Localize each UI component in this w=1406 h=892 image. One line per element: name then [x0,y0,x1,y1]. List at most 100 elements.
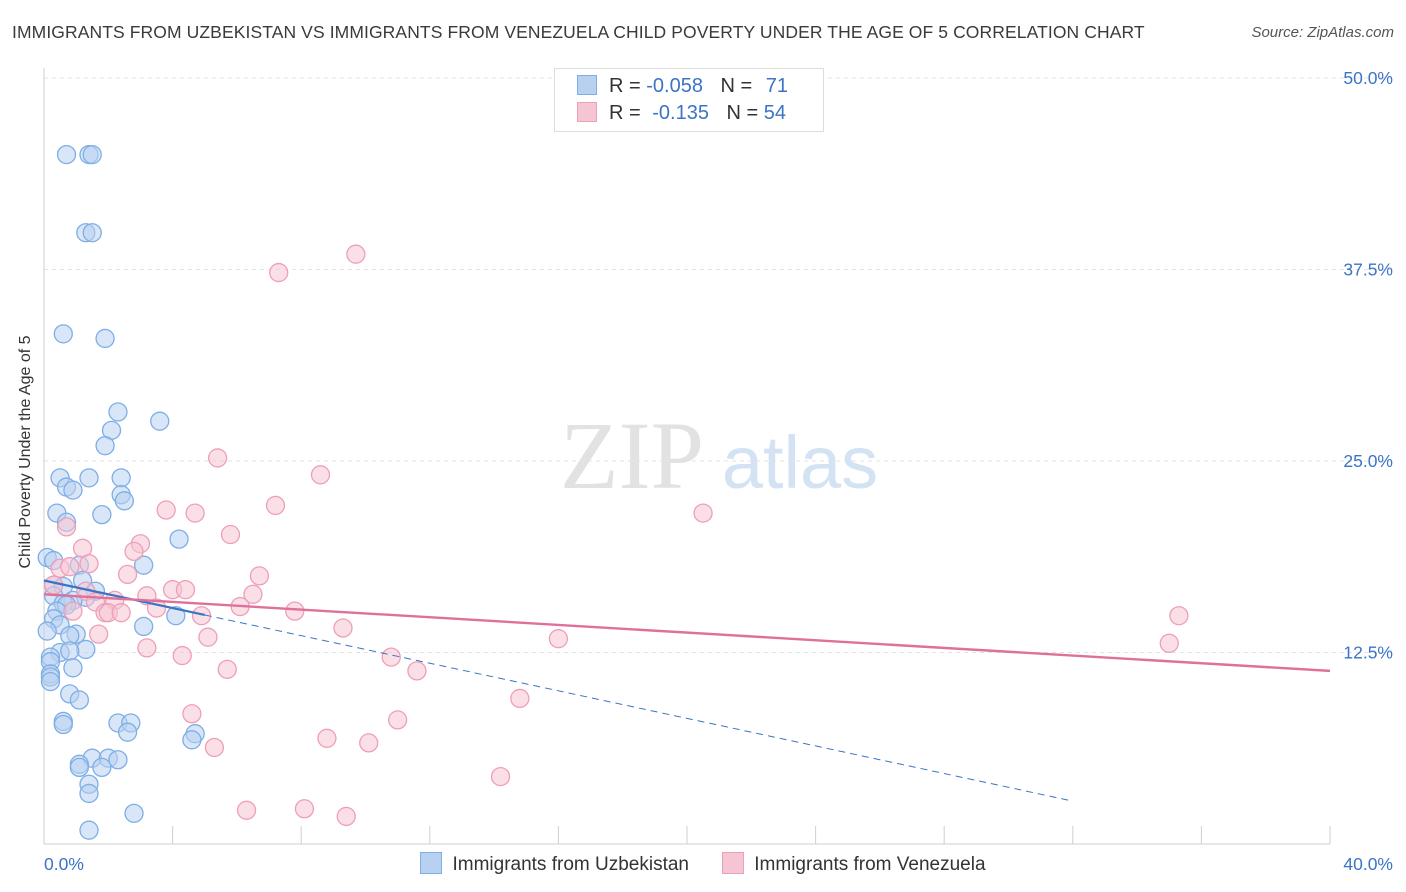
data-point [114,491,135,511]
legend-label-uzbekistan: Immigrants from Uzbekistan [452,854,689,875]
data-point [182,704,202,724]
series-venezuela [43,244,1189,827]
stats-swatch-venezuela [577,102,597,122]
data-point [69,690,90,710]
legend: Immigrants from Uzbekistan Immigrants fr… [0,852,1406,876]
data-point [310,465,331,485]
y-tick-label: 25.0% [1343,451,1393,471]
legend-item-uzbekistan[interactable]: Immigrants from Uzbekistan [420,852,689,876]
data-point [317,728,337,748]
watermark-zip: ZIP [560,402,704,509]
data-point [111,468,131,488]
data-point [117,722,138,742]
data-point [92,504,112,525]
data-point [56,144,77,165]
stats-n-label: N = [720,75,753,97]
data-point [150,411,170,431]
data-point [63,480,83,500]
data-point [117,564,138,585]
trend-line-venezuela [43,593,1331,673]
data-point [82,223,102,243]
data-point [53,714,73,735]
data-point [693,503,713,523]
legend-item-venezuela[interactable]: Immigrants from Venezuela [722,852,986,876]
data-point [108,402,128,422]
stats-n-label: N = [726,102,759,124]
stats-row-uzbekistan: R = -0.058 N = 71 [577,75,788,99]
data-point [346,244,366,264]
data-point [265,495,286,516]
data-point [198,627,218,647]
y-axis-label: Child Poverty Under the Age of 5 [17,335,34,569]
chart-title: IMMIGRANTS FROM UZBEKISTAN VS IMMIGRANTS… [12,22,1145,42]
data-point [1159,633,1179,653]
tick-labels: 12.5% 25.0% 37.5% 50.0% 0.0% 40.0% [44,68,1393,874]
axes [43,68,1331,845]
data-point [175,580,196,600]
data-points [37,144,1189,840]
data-point [79,468,99,488]
data-point [56,517,77,537]
data-point [124,803,144,824]
source-label: Source: ZipAtlas.com [1251,24,1394,41]
y-tick-label: 37.5% [1343,260,1393,280]
legend-label-venezuela: Immigrants from Venezuela [754,854,986,875]
data-point [79,553,99,574]
stats-r-label: R = [609,75,641,97]
trend-lines [43,579,1331,802]
y-tick-label: 12.5% [1343,643,1393,663]
legend-swatch-uzbekistan [420,852,443,874]
data-point [124,541,144,562]
data-point [60,557,80,577]
data-point [269,262,289,283]
data-point [336,806,356,827]
data-point [185,503,205,523]
data-point [169,529,189,549]
data-point [285,601,305,621]
data-point [60,641,80,661]
data-point [204,737,225,758]
data-point [359,733,379,753]
data-point [108,750,128,770]
data-point [166,606,186,626]
data-point [69,757,90,778]
data-point [249,566,270,586]
data-point [53,324,73,344]
data-point [236,800,257,820]
data-point [37,621,57,641]
data-point [79,820,99,840]
legend-swatch-venezuela [722,852,745,874]
data-point [43,575,64,595]
data-point [79,783,99,804]
y-tick-label: 50.0% [1343,68,1393,88]
data-point [134,555,154,575]
data-point [137,638,157,658]
trend-line-uzbekistan [43,579,205,617]
data-point [40,671,61,692]
data-point [63,601,83,621]
stats-box: R = -0.058 N = 71 R = -0.135 N = 54 [554,68,824,132]
data-point [172,645,192,666]
data-point [510,688,530,709]
data-point [156,500,176,520]
data-point [548,629,569,649]
x-tick-label: 0.0% [44,854,84,874]
stats-r-value: -0.058 [646,75,703,97]
stats-n-value: 54 [763,102,787,124]
data-point [207,448,228,468]
trend-line-uzbekistan-extension [204,614,1073,802]
data-point [333,618,353,638]
grid-lines [44,77,1392,653]
data-point [82,144,102,165]
data-point [294,799,315,819]
data-point [89,624,109,644]
data-point [217,659,237,680]
data-point [490,766,511,787]
data-point [76,639,96,660]
data-point [182,730,202,750]
data-point [387,710,408,730]
data-point [1169,606,1189,626]
x-tick-label: 40.0% [1343,854,1393,874]
stats-r-label: R = [609,102,641,124]
